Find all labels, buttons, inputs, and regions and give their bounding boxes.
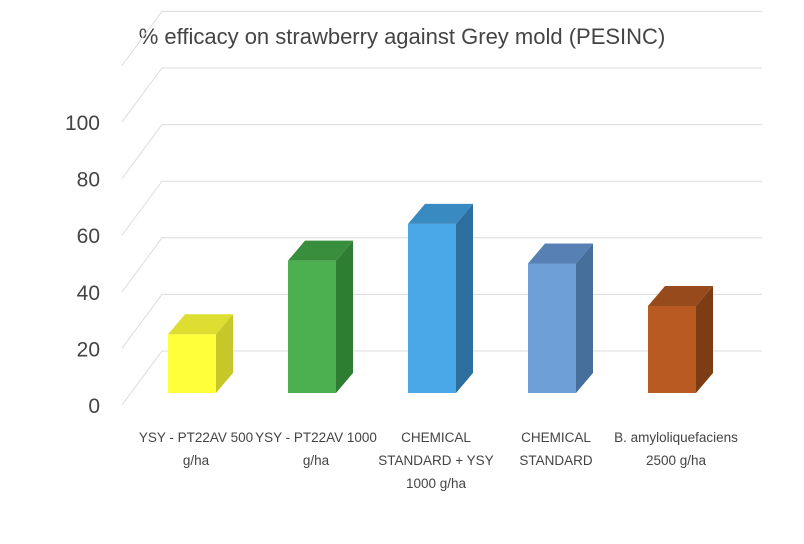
bar-side-1 <box>216 314 233 393</box>
x-tick-label-4: CHEMICAL STANDARD <box>519 430 593 468</box>
gridline-5 <box>121 67 762 123</box>
bar-front-4 <box>528 263 576 393</box>
bar-top-3 <box>408 203 473 224</box>
bar-top-1 <box>168 314 233 335</box>
bar-side-2 <box>336 240 353 393</box>
x-tick-label-2: YSY - PT22AV 1000 g/ha <box>255 430 377 468</box>
bar-side-4 <box>576 243 593 393</box>
bar-top-4 <box>528 243 593 264</box>
x-tick-label-5: B. amyloliquefaciens 2500 g/ha <box>614 430 738 468</box>
bar-5 <box>648 285 713 393</box>
x-tick-label-3: CHEMICAL STANDARD + YSY 1000 g/ha <box>378 430 493 491</box>
y-axis-ticks: 0 20 40 60 80 100 <box>65 112 100 418</box>
bar-top-2 <box>288 240 353 261</box>
bar-front-2 <box>288 260 336 393</box>
y-tick-label-20: 20 <box>77 338 100 361</box>
gridline-2 <box>121 237 762 293</box>
bar-side-5 <box>696 285 713 393</box>
gridline-3 <box>121 180 762 236</box>
bar-front-5 <box>648 305 696 393</box>
bar-3 <box>408 203 473 393</box>
y-tick-label-60: 60 <box>77 225 100 248</box>
bar-2 <box>288 240 353 393</box>
grid <box>121 10 762 406</box>
bar-top-5 <box>648 285 713 306</box>
bar-front-1 <box>168 334 216 393</box>
y-tick-label-80: 80 <box>77 169 100 192</box>
y-tick-label-100: 100 <box>65 112 100 135</box>
bar-front-3 <box>408 223 456 393</box>
bar-4 <box>528 243 593 393</box>
bar-1 <box>168 314 233 393</box>
bar-side-3 <box>456 203 473 393</box>
bars <box>168 203 713 393</box>
chart-title: % efficacy on strawberry against Grey mo… <box>139 24 666 49</box>
y-tick-label-40: 40 <box>77 282 100 305</box>
gridline-6 <box>121 10 762 66</box>
x-tick-label-1: YSY - PT22AV 500 g/ha <box>139 430 253 468</box>
gridline-4 <box>121 124 762 179</box>
y-tick-label-0: 0 <box>88 395 100 418</box>
